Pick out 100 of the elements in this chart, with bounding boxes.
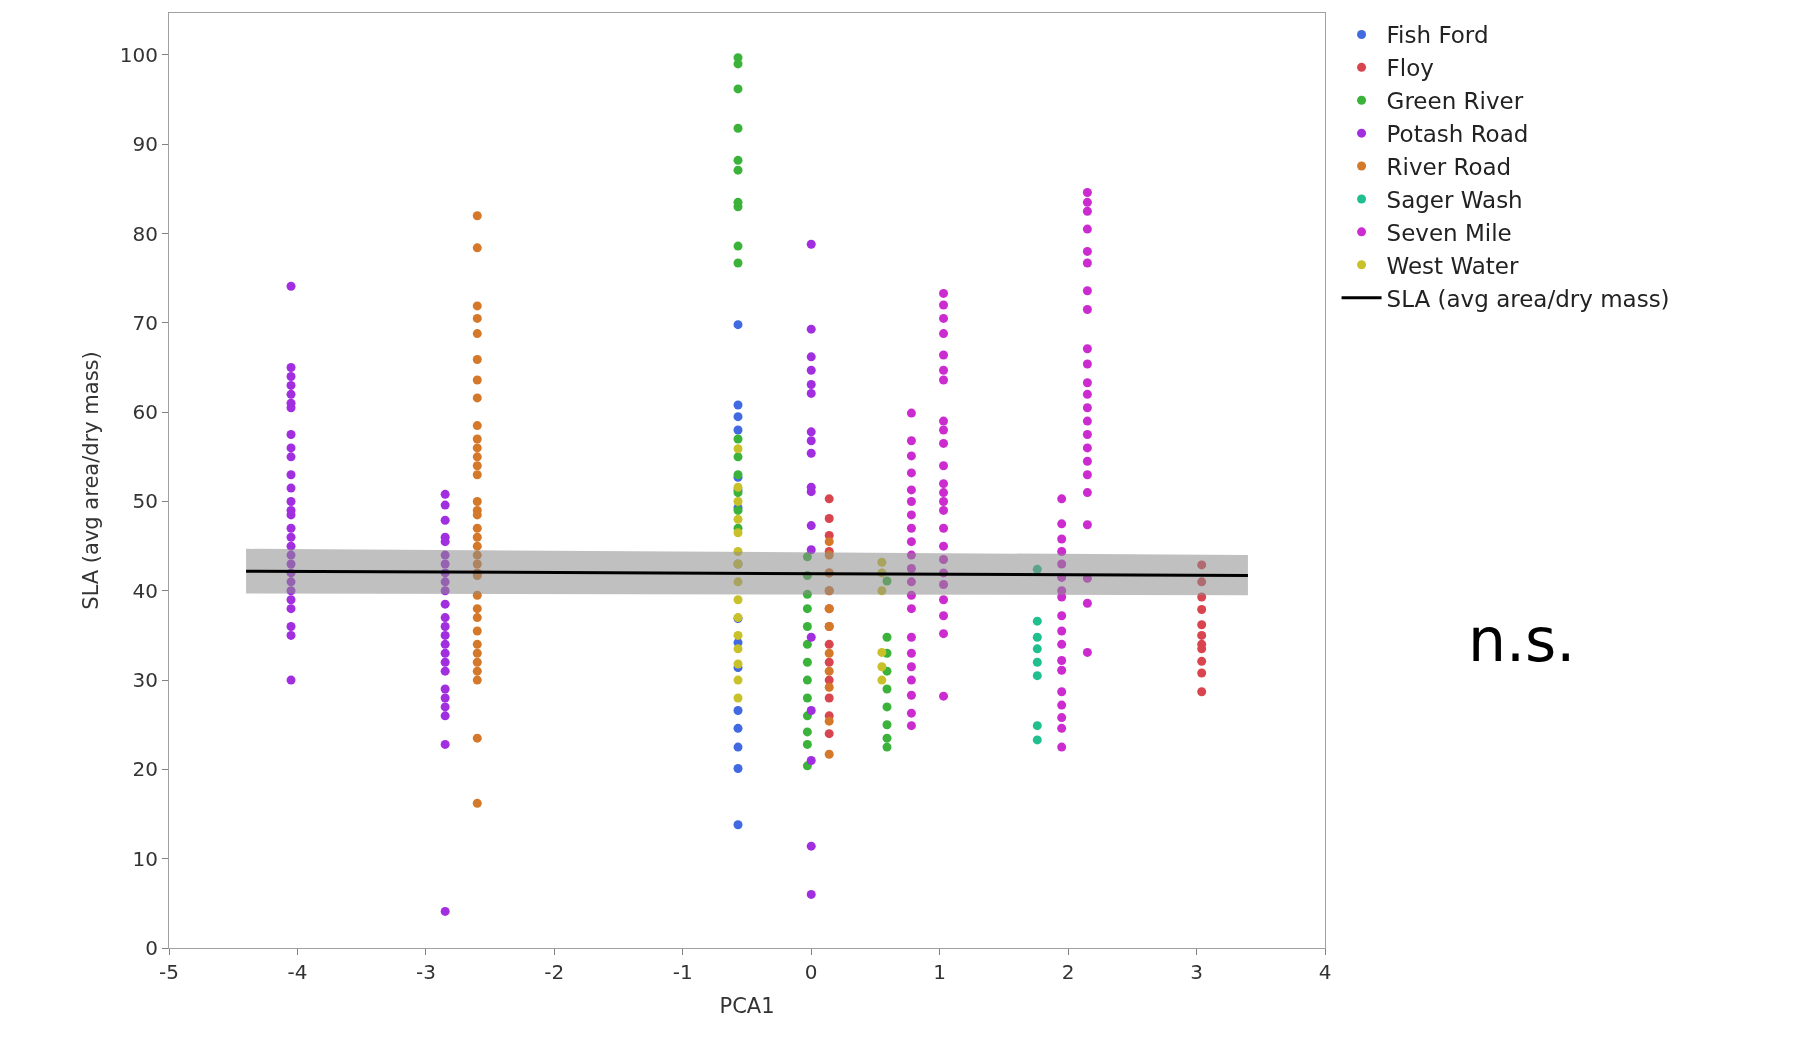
point bbox=[1197, 592, 1207, 602]
point bbox=[733, 644, 743, 654]
point bbox=[472, 243, 482, 253]
point bbox=[1197, 630, 1207, 640]
legend-label: Seven Mile bbox=[1386, 219, 1512, 246]
point bbox=[472, 626, 482, 636]
point bbox=[472, 613, 482, 623]
x-tick-label: -5 bbox=[159, 960, 179, 984]
point bbox=[882, 576, 892, 586]
point bbox=[877, 675, 887, 685]
x-tick-label: 3 bbox=[1190, 960, 1203, 984]
point bbox=[882, 733, 892, 743]
x-tick-label: -1 bbox=[672, 960, 693, 984]
y-tick-label: 100 bbox=[119, 42, 158, 67]
point bbox=[472, 559, 482, 569]
legend-label: River Road bbox=[1386, 154, 1512, 181]
point bbox=[472, 639, 482, 649]
point bbox=[733, 659, 743, 669]
point bbox=[1197, 620, 1207, 630]
point bbox=[472, 550, 482, 560]
point bbox=[802, 727, 812, 737]
point bbox=[733, 320, 743, 330]
point bbox=[802, 639, 812, 649]
point bbox=[1197, 577, 1207, 587]
point bbox=[733, 84, 743, 94]
point bbox=[877, 662, 887, 672]
point bbox=[472, 452, 482, 462]
point bbox=[733, 705, 743, 715]
point bbox=[472, 329, 482, 339]
point bbox=[802, 675, 812, 685]
point bbox=[472, 461, 482, 471]
point bbox=[733, 514, 743, 524]
legend-label: Sager Wash bbox=[1386, 186, 1523, 213]
point bbox=[472, 675, 482, 685]
y-tick-label: 70 bbox=[132, 310, 158, 335]
x-tick-label: -4 bbox=[287, 960, 308, 984]
point bbox=[733, 258, 743, 268]
point bbox=[472, 604, 482, 614]
point bbox=[1032, 616, 1042, 626]
point bbox=[1197, 560, 1207, 570]
point bbox=[472, 470, 482, 480]
point bbox=[824, 693, 834, 703]
point bbox=[733, 723, 743, 733]
point bbox=[733, 693, 743, 703]
point bbox=[472, 532, 482, 542]
x-tick-label: -2 bbox=[544, 960, 565, 984]
y-axis-title: SLA (avg area/dry mass) bbox=[78, 351, 103, 610]
point bbox=[802, 604, 812, 614]
point bbox=[824, 729, 834, 739]
point bbox=[877, 647, 887, 657]
point bbox=[1197, 687, 1207, 697]
point bbox=[824, 657, 834, 667]
point bbox=[733, 452, 743, 462]
y-tick-label: 60 bbox=[132, 400, 158, 425]
point bbox=[802, 739, 812, 749]
point bbox=[472, 648, 482, 658]
point bbox=[472, 354, 482, 364]
point bbox=[802, 693, 812, 703]
y-tick-label: 80 bbox=[132, 221, 158, 246]
point bbox=[472, 496, 482, 506]
point bbox=[733, 165, 743, 175]
point bbox=[1032, 644, 1042, 654]
point bbox=[824, 716, 834, 726]
point bbox=[733, 742, 743, 752]
point bbox=[824, 749, 834, 759]
legend-label: SLA (avg area/dry mass) bbox=[1386, 285, 1670, 312]
x-tick-label: 4 bbox=[1318, 960, 1332, 984]
point bbox=[472, 443, 482, 453]
point bbox=[733, 425, 743, 435]
point bbox=[877, 557, 887, 567]
point bbox=[472, 393, 482, 403]
point bbox=[824, 513, 834, 523]
point bbox=[1197, 605, 1207, 615]
point bbox=[472, 733, 482, 743]
point bbox=[733, 547, 743, 556]
point bbox=[1197, 656, 1207, 666]
y-tick-label: 20 bbox=[132, 757, 158, 782]
y-tick-label: 30 bbox=[132, 668, 158, 693]
point bbox=[733, 444, 743, 454]
point bbox=[1032, 671, 1042, 681]
point bbox=[882, 702, 892, 712]
point bbox=[733, 528, 743, 538]
point bbox=[472, 590, 482, 600]
point bbox=[472, 541, 482, 551]
point bbox=[733, 434, 743, 444]
legend-label: Fish Ford bbox=[1386, 22, 1489, 49]
point bbox=[733, 241, 743, 251]
legend-label: Floy bbox=[1386, 55, 1434, 82]
point bbox=[472, 313, 482, 323]
point bbox=[733, 59, 743, 69]
point bbox=[472, 375, 482, 385]
point bbox=[882, 742, 892, 752]
legend-label: West Water bbox=[1386, 252, 1519, 279]
point bbox=[733, 675, 743, 685]
point bbox=[733, 764, 743, 773]
point bbox=[733, 630, 743, 640]
x-tick-label: 1 bbox=[933, 960, 947, 984]
text: n.s. bbox=[1468, 605, 1576, 675]
point bbox=[882, 632, 892, 642]
point bbox=[733, 400, 743, 410]
